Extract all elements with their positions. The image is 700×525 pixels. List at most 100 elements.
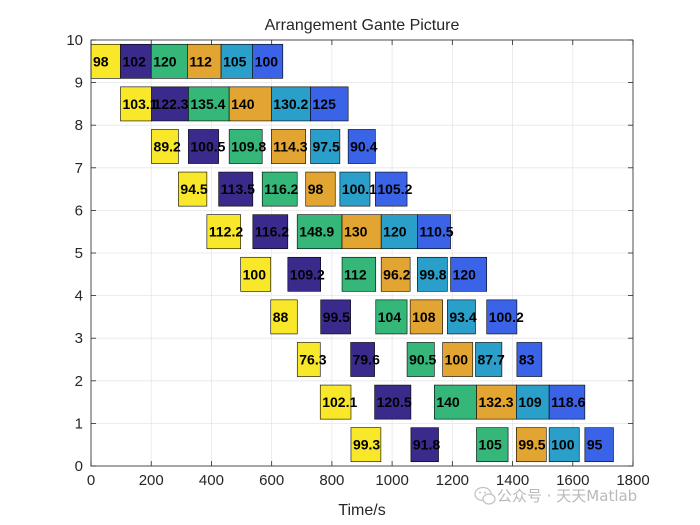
task-bar [410, 427, 439, 463]
task-bar [151, 86, 189, 122]
task-bar [319, 384, 352, 420]
task-bar [409, 299, 443, 335]
task-bars [90, 43, 614, 463]
x-tick-label: 200 [139, 472, 164, 489]
task-bar [417, 214, 451, 250]
x-tick-label: 800 [319, 472, 344, 489]
task-bar [310, 86, 349, 122]
task-duration-label: 105 [478, 437, 502, 453]
task-bar [339, 171, 371, 207]
task-duration-label: 108 [412, 309, 436, 325]
y-tick-label: 0 [75, 458, 83, 475]
x-tick-label: 400 [199, 472, 224, 489]
task-bar [584, 427, 614, 463]
task-duration-label: 109.2 [290, 266, 325, 282]
task-duration-label: 120.5 [377, 394, 412, 410]
task-duration-label: 118.6 [551, 394, 585, 410]
watermark: 公众号 · 天天Matlab [474, 486, 637, 505]
task-bar [374, 384, 412, 420]
task-bar [320, 299, 351, 335]
task-duration-label: 100.2 [489, 309, 524, 325]
y-tick-label: 9 [75, 75, 83, 92]
task-duration-label: 95 [587, 437, 603, 453]
task-duration-label: 148.9 [299, 224, 334, 240]
task-duration-label: 76.3 [299, 352, 326, 368]
task-bar [350, 427, 382, 463]
x-tick-label: 1000 [375, 472, 408, 489]
task-duration-label: 90.5 [409, 352, 436, 368]
task-bar [347, 129, 376, 164]
task-bar [442, 342, 474, 377]
task-duration-label: 100 [445, 352, 469, 368]
task-duration-label: 135.4 [190, 96, 225, 112]
task-bar [271, 86, 311, 122]
task-duration-label: 120 [453, 266, 477, 282]
task-bar [150, 43, 188, 79]
task-duration-label: 112 [344, 266, 367, 282]
x-tick-label: 600 [259, 472, 284, 489]
task-bar [548, 384, 586, 420]
task-bar [476, 427, 509, 463]
task-bar [228, 129, 263, 164]
task-duration-label: 83 [519, 352, 535, 368]
task-duration-label: 88 [273, 309, 289, 325]
y-tick-label: 5 [75, 245, 83, 262]
task-duration-label: 104 [378, 309, 402, 325]
task-duration-label: 100.5 [190, 139, 225, 155]
task-bar [252, 43, 284, 79]
y-tick-label: 6 [75, 202, 83, 219]
task-bar [475, 342, 503, 377]
y-tick-label: 2 [75, 373, 83, 390]
task-bar [120, 86, 152, 122]
task-duration-label: 140 [436, 394, 460, 410]
task-bar [240, 256, 272, 292]
task-duration-label: 100 [551, 437, 575, 453]
task-bar [305, 171, 336, 207]
task-bar [375, 299, 408, 335]
task-bar [296, 214, 343, 250]
x-tick-label: 1600 [556, 472, 589, 489]
task-duration-label: 110.5 [419, 224, 453, 240]
task-duration-label: 90.4 [350, 139, 377, 155]
task-duration-label: 116.2 [264, 181, 298, 197]
task-bar [188, 129, 219, 164]
task-duration-label: 93.4 [449, 309, 476, 325]
chart-title: Arrangement Gante Picture [265, 17, 460, 34]
y-tick-label: 3 [75, 330, 83, 347]
y-tick-label: 1 [75, 415, 83, 432]
task-bar [310, 129, 341, 164]
x-tick-label: 1400 [496, 472, 529, 489]
task-duration-label: 99.5 [518, 437, 545, 453]
x-tick-label: 1800 [616, 472, 649, 489]
task-bar [341, 214, 382, 250]
task-bar [341, 256, 377, 292]
task-bar [178, 171, 208, 207]
wechat-icon [474, 486, 496, 505]
task-duration-label: 100.1 [342, 181, 377, 197]
task-duration-label: 140 [231, 96, 255, 112]
task-bar [406, 342, 435, 377]
x-tick-label: 1200 [436, 472, 469, 489]
task-duration-label: 105.2 [377, 181, 412, 197]
task-duration-label: 102 [123, 53, 147, 69]
task-bar [516, 427, 547, 463]
x-axis-title: Time/s [338, 502, 385, 519]
task-duration-label: 91.8 [413, 437, 440, 453]
task-bar [516, 342, 543, 377]
task-duration-label: 100 [243, 266, 267, 282]
task-duration-label: 79.6 [353, 352, 380, 368]
x-tick-label: 0 [87, 472, 95, 489]
task-bar [486, 299, 518, 335]
task-bar [206, 214, 241, 250]
task-duration-label: 96.2 [383, 266, 410, 282]
task-duration-label: 100 [255, 53, 279, 69]
task-bar [261, 171, 298, 207]
task-duration-label: 120 [153, 53, 177, 69]
task-duration-label: 99.8 [419, 266, 446, 282]
task-duration-label: 109 [518, 394, 542, 410]
x-axis: 0 200 400 600 800 1000 1200 1400 1600 1800 [87, 40, 650, 489]
task-duration-label: 98 [93, 53, 109, 69]
task-duration-label: 99.5 [323, 309, 350, 325]
